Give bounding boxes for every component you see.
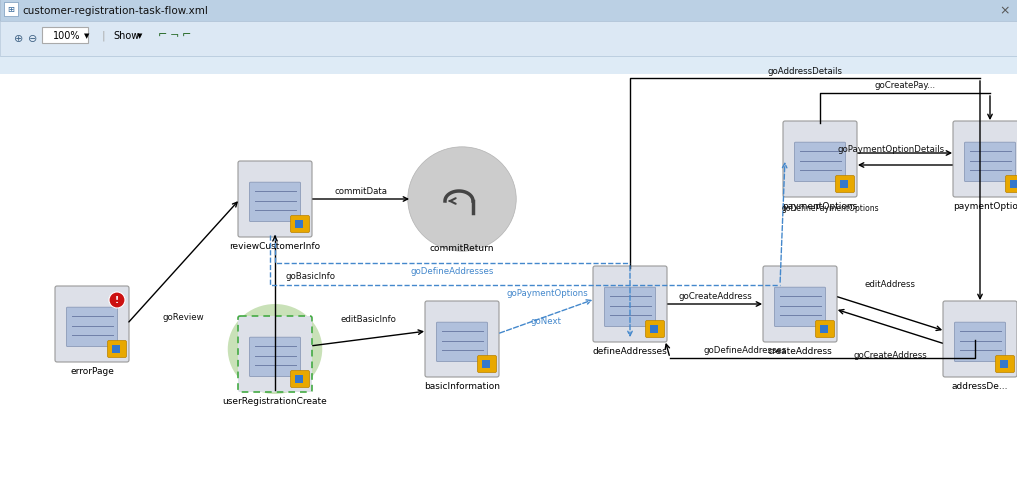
Text: goDefineAddresses: goDefineAddresses [410,267,493,276]
Bar [840,181,848,188]
Bar [295,375,303,383]
Text: goCreateAddress: goCreateAddress [853,351,926,360]
Text: goAddressDetails: goAddressDetails [768,66,842,75]
Text: |: | [102,31,106,41]
FancyBboxPatch shape [816,321,835,338]
Text: commitData: commitData [335,187,387,196]
FancyBboxPatch shape [604,288,656,327]
Text: 100%: 100% [53,31,80,41]
FancyBboxPatch shape [836,176,854,193]
Ellipse shape [408,147,517,252]
Bar [482,360,490,368]
Text: reviewCustomerInfo: reviewCustomerInfo [230,241,320,250]
FancyBboxPatch shape [436,323,487,362]
Text: goBasicInfo: goBasicInfo [285,272,335,281]
FancyBboxPatch shape [238,316,312,392]
Bar [0,57,1017,501]
Bar [650,325,658,333]
FancyBboxPatch shape [955,323,1006,362]
FancyBboxPatch shape [943,302,1017,377]
Bar [0,0,1017,22]
Text: goPaymentOptions: goPaymentOptions [506,289,588,298]
Text: editBasicInfo: editBasicInfo [341,315,397,324]
Text: ×: × [1000,5,1010,18]
Bar [0,22,1017,57]
Text: !: ! [115,296,119,305]
Text: paymentOptions: paymentOptions [782,201,857,210]
FancyBboxPatch shape [763,267,837,342]
Text: goReview: goReview [163,313,204,322]
Bar [0,57,1017,75]
Text: ⌐: ⌐ [158,31,168,41]
Text: goDefinePaymentOptions: goDefinePaymentOptions [781,203,879,212]
FancyBboxPatch shape [238,162,312,237]
FancyBboxPatch shape [55,287,129,362]
Text: goCreateAddress: goCreateAddress [678,292,752,301]
FancyBboxPatch shape [249,338,300,377]
Text: errorPage: errorPage [70,366,114,375]
Text: editAddress: editAddress [864,280,915,289]
Text: createAddress: createAddress [768,346,832,355]
Text: ¬: ¬ [170,31,179,41]
FancyBboxPatch shape [964,143,1016,182]
Text: Show: Show [113,31,139,41]
Text: ⊞: ⊞ [7,6,14,15]
FancyBboxPatch shape [478,356,496,373]
Bar [112,345,120,353]
FancyBboxPatch shape [794,143,845,182]
FancyBboxPatch shape [593,267,667,342]
Text: goNext: goNext [531,317,561,326]
FancyBboxPatch shape [783,122,857,197]
Text: commitReturn: commitReturn [430,243,494,253]
FancyBboxPatch shape [249,183,300,222]
Text: ▼: ▼ [84,33,89,39]
FancyBboxPatch shape [66,308,118,347]
Text: goPaymentOptionDetails: goPaymentOptionDetails [838,145,945,154]
Text: ⌐: ⌐ [182,31,191,41]
FancyBboxPatch shape [996,356,1015,373]
FancyBboxPatch shape [291,216,309,233]
FancyBboxPatch shape [775,288,826,327]
Bar [42,28,88,44]
Bar [295,220,303,228]
FancyBboxPatch shape [953,122,1017,197]
FancyBboxPatch shape [108,341,126,358]
Bar [1010,181,1017,188]
Text: goCreatePay...: goCreatePay... [875,81,936,90]
FancyBboxPatch shape [291,371,309,388]
Text: paymentOptio...: paymentOptio... [953,201,1017,210]
Circle shape [109,293,125,309]
Bar [1000,360,1008,368]
Text: ⊕: ⊕ [14,34,23,44]
Text: userRegistrationCreate: userRegistrationCreate [223,396,327,405]
Text: customer-registration-task-flow.xml: customer-registration-task-flow.xml [22,6,207,16]
Ellipse shape [228,305,322,394]
Text: goDefineAddresses: goDefineAddresses [704,346,787,355]
Text: addressDe...: addressDe... [952,381,1008,390]
Bar [820,325,828,333]
Bar [4,3,18,17]
FancyBboxPatch shape [425,302,499,377]
Text: basicInformation: basicInformation [424,381,500,390]
FancyBboxPatch shape [646,321,664,338]
Text: ⊖: ⊖ [28,34,38,44]
FancyBboxPatch shape [1006,176,1017,193]
Text: defineAddresses: defineAddresses [593,346,667,355]
Text: ▼: ▼ [137,33,142,39]
